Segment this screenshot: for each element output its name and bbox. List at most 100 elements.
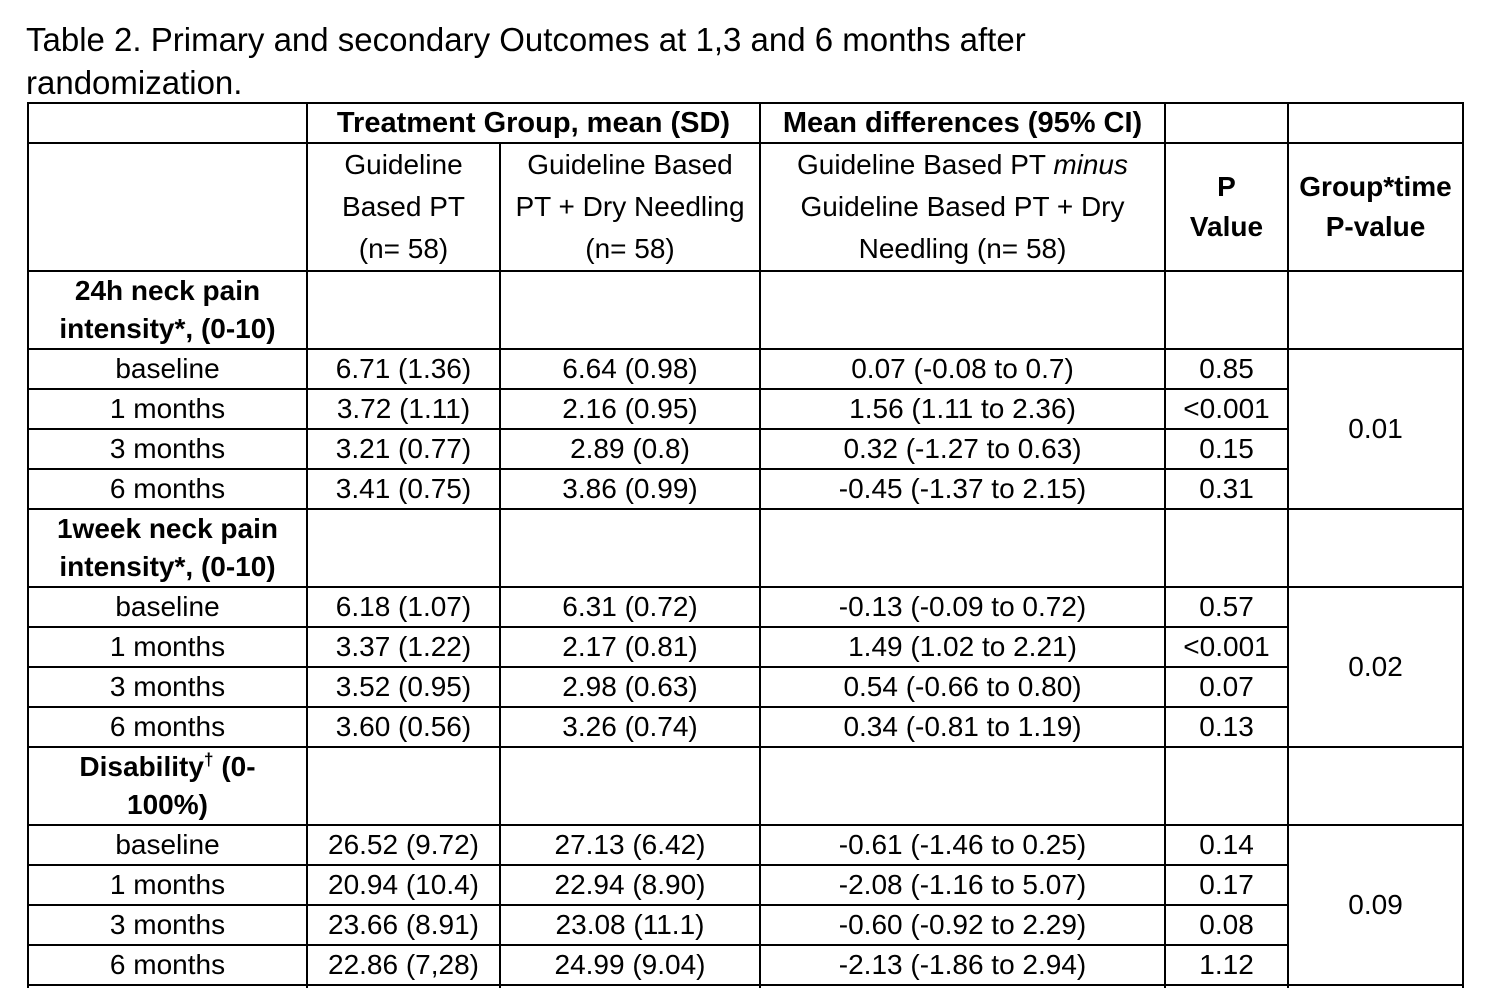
p-value-cell: <0.001 [1164, 388, 1290, 430]
p-value-cell: <0.001 [1164, 626, 1290, 668]
p-value-cell: 1.12 [1164, 944, 1290, 986]
row-label: 1 months [27, 388, 308, 430]
dn-mean-cell: 27.13 (6.42) [498, 824, 762, 866]
data-row-neck-pain-1week-baseline: baseline 6.18 (1.07) 6.31 (0.72) -0.13 (-0.… [27, 586, 1465, 748]
pt-mean-cell: 26.52 (9.72) [306, 824, 501, 866]
row-label: 3 months [27, 904, 308, 946]
mean-diff-cell: 1.49 (1.02 to 2.21) [759, 626, 1167, 668]
header-line: Based PT [342, 191, 465, 222]
section-gt-spacer [1287, 746, 1465, 826]
section-diff-spacer [759, 270, 1167, 350]
row-label: 6 months [27, 706, 308, 748]
group-time-p-cell-neck-pain-24h: 0.01 [1287, 348, 1465, 510]
clipped-cell [1287, 984, 1465, 988]
mean-diff-header-line1: Guideline Based PT minus [762, 145, 1163, 186]
header-line: (n= 58) [358, 233, 449, 264]
section-label-text: 24h neck pain [74, 275, 261, 306]
section-header-row-disability: Disability† (0- 100%) [27, 746, 1465, 826]
mean-differences-header: Mean differences (95% CI) [759, 102, 1167, 144]
p-value-cell: 0.15 [1164, 428, 1290, 470]
pt-mean-cell: 20.94 (10.4) [306, 864, 501, 906]
section-label-disability: Disability† (0- 100%) [27, 746, 308, 826]
row-label: 3 months [27, 666, 308, 708]
group-time-header-spacer [1287, 102, 1465, 144]
section-label-text: intensity*, (0-10) [59, 313, 276, 344]
clipped-cell [1164, 984, 1290, 988]
pt-mean-cell: 6.18 (1.07) [306, 586, 501, 628]
p-value-cell: 0.31 [1164, 468, 1290, 510]
section-p-spacer [1164, 508, 1290, 588]
data-row-neck-pain-24h-6-months: 6 months 3.41 (0.75) 3.86 (0.99) -0.45 (-1.… [27, 468, 1463, 510]
data-row-neck-pain-24h-1-months: 1 months 3.72 (1.11) 2.16 (0.95) 1.56 (1.11… [27, 388, 1463, 430]
pt-mean-cell: 3.21 (0.77) [306, 428, 501, 470]
dn-mean-cell: 3.26 (0.74) [498, 706, 762, 748]
section-diff-spacer [759, 508, 1167, 588]
data-row-neck-pain-1week-6-months: 6 months 3.60 (0.56) 3.26 (0.74) 0.34 (-0.8… [27, 706, 1463, 748]
p-value-cell: 0.57 [1164, 586, 1290, 628]
mean-diff-cell: 0.32 (-1.27 to 0.63) [759, 428, 1167, 470]
section-p-spacer [1164, 746, 1290, 826]
group-time-p-cell-disability: 0.09 [1287, 824, 1465, 986]
p-value-header-spacer [1164, 102, 1290, 144]
table-caption: Table 2. Primary and secondary Outcomes … [26, 18, 1026, 104]
p-value-cell: 0.08 [1164, 904, 1290, 946]
guideline-pt-column-header: Guideline Based PT (n= 58) [306, 142, 501, 272]
mean-diff-cell: -0.13 (-0.09 to 0.72) [759, 586, 1167, 628]
header-line: P-value [1325, 211, 1426, 242]
pt-mean-cell: 3.37 (1.22) [306, 626, 501, 668]
header-line: PT + Dry Needling [515, 191, 745, 222]
table-caption-line1: Table 2. Primary and secondary Outcomes … [26, 21, 1026, 58]
row-label: baseline [27, 824, 308, 866]
treatment-group-header: Treatment Group, mean (SD) [305, 102, 762, 144]
p-value-column-header: P Value [1164, 142, 1290, 272]
mean-diff-header-line3: Needling (n= 58) [858, 233, 1067, 264]
pt-mean-cell: 6.71 (1.36) [306, 348, 501, 390]
guideline-dn-column-header: Guideline Based PT + Dry Needling (n= 58) [498, 142, 762, 272]
section-label-line: 24h neck pain [30, 273, 305, 310]
mean-diff-cell: -2.08 (-1.16 to 5.07) [759, 864, 1167, 906]
dn-mean-cell: 2.16 (0.95) [498, 388, 762, 430]
section-header-row-neck-pain-24h: 24h neck pain intensity*, (0-10) [27, 270, 1465, 350]
mean-diff-cell: 1.56 (1.11 to 2.36) [759, 388, 1167, 430]
section-gt-spacer [1287, 270, 1465, 350]
dn-mean-cell: 3.86 (0.99) [498, 468, 762, 510]
pt-mean-cell: 3.41 (0.75) [306, 468, 501, 510]
data-row-neck-pain-24h-3-months: 3 months 3.21 (0.77) 2.89 (0.8) 0.32 (-1.27… [27, 428, 1463, 470]
row-label: 6 months [27, 944, 308, 986]
group-time-column-header: Group*time P-value [1287, 142, 1465, 272]
data-row-disability-1-months: 1 months 20.94 (10.4) 22.94 (8.90) -2.08 (-… [27, 864, 1463, 906]
data-row-disability-3-months: 3 months 23.66 (8.91) 23.08 (11.1) -0.60 (-… [27, 904, 1463, 946]
section-pt-spacer [306, 508, 501, 588]
header-line: Guideline [344, 149, 463, 180]
section-dn-spacer [498, 508, 762, 588]
mean-diff-cell: -0.60 (-0.92 to 2.29) [759, 904, 1167, 946]
mean-diff-italic-text: minus [1053, 149, 1129, 180]
header-line: Guideline Based [527, 149, 733, 180]
section-label-text: (0- [213, 751, 256, 782]
mean-diff-cell: 0.34 (-0.81 to 1.19) [759, 706, 1167, 748]
data-row-disability-6-months: 6 months 22.86 (7,28) 24.99 (9.04) -2.13 (-… [27, 944, 1463, 986]
row-label: 1 months [27, 864, 308, 906]
data-row-neck-pain-1week-3-months: 3 months 3.52 (0.95) 2.98 (0.63) 0.54 (-0.6… [27, 666, 1463, 708]
header-line: P [1217, 171, 1236, 202]
pt-mean-cell: 22.86 (7,28) [306, 944, 501, 986]
pt-mean-cell: 3.52 (0.95) [306, 666, 501, 708]
dn-mean-cell: 2.98 (0.63) [498, 666, 762, 708]
data-row-neck-pain-1week-1-months: 1 months 3.37 (1.22) 2.17 (0.81) 1.49 (1.02… [27, 626, 1463, 668]
outcomes-table: Treatment Group, mean (SD) Mean differen… [27, 102, 1465, 988]
dn-mean-cell: 23.08 (11.1) [498, 904, 762, 946]
corner-spacer-cell [27, 102, 308, 144]
section-pt-spacer [306, 270, 501, 350]
section-p-spacer [1164, 270, 1290, 350]
dn-mean-cell: 6.31 (0.72) [498, 586, 762, 628]
mean-diff-cell: -0.61 (-1.46 to 0.25) [759, 824, 1167, 866]
mean-diff-cell: -0.45 (-1.37 to 2.15) [759, 468, 1167, 510]
section-label-line: Disability† (0- [30, 749, 305, 786]
mean-diff-cell: 0.54 (-0.66 to 0.80) [759, 666, 1167, 708]
section-label-text: 1week neck pain [56, 513, 278, 544]
section-label-line: 1week neck pain [30, 511, 305, 548]
mean-diff-column-header: Guideline Based PT minus Guideline Based… [759, 142, 1167, 272]
mean-diff-normal-text: Guideline Based PT [797, 149, 1054, 180]
mean-diff-header-line2: Guideline Based PT + Dry [800, 191, 1125, 222]
